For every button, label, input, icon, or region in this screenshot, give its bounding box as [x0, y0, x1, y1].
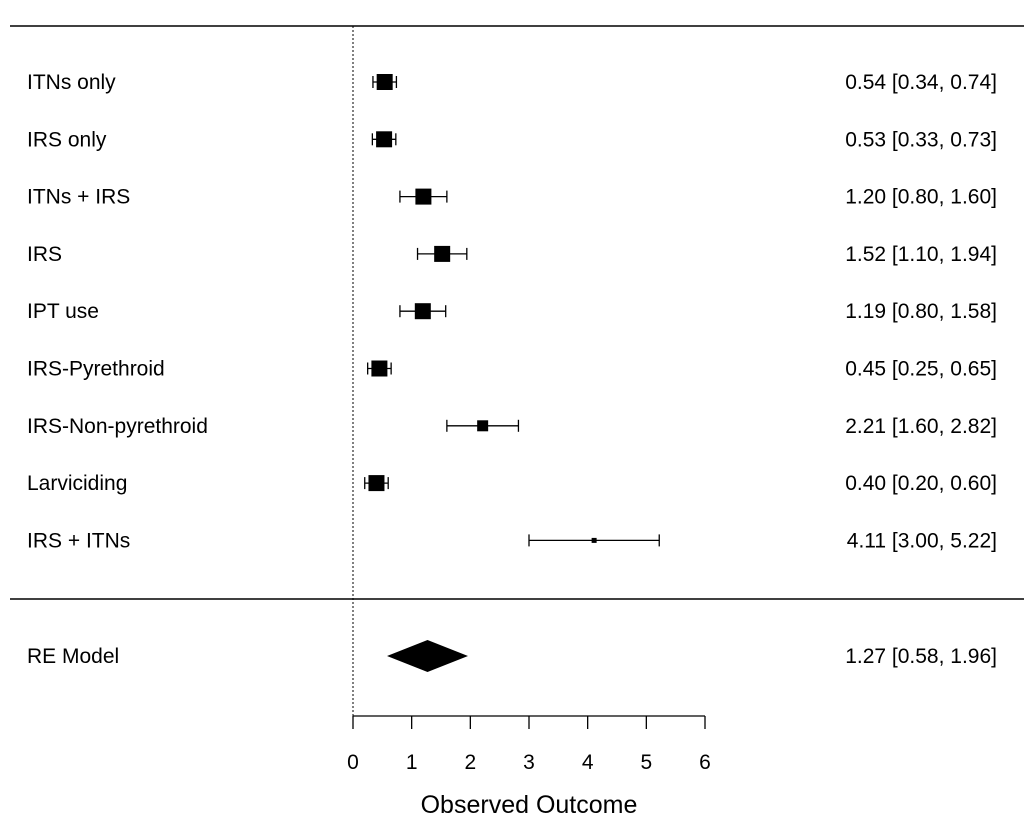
x-tick-label: 4 [582, 751, 594, 774]
x-tick-label: 0 [347, 751, 359, 774]
x-tick-label: 1 [406, 751, 418, 774]
estimate-text: 0.53 [0.33, 0.73] [845, 128, 997, 151]
x-tick-label: 2 [464, 751, 476, 774]
summary-row: RE Model 1.27 [0.58, 1.96] [27, 640, 997, 672]
study-rows: ITNs only 0.54 [0.34, 0.74] IRS only 0.53 [… [27, 71, 997, 552]
point-estimate-square [368, 475, 385, 492]
estimate-text: 4.11 [3.00, 5.22] [847, 529, 997, 552]
x-axis-title: Observed Outcome [421, 791, 638, 819]
study-label: IRS-Non-pyrethroid [27, 415, 208, 438]
x-tick-label: 5 [640, 751, 652, 774]
study-row: IRS + ITNs 4.11 [3.00, 5.22] [27, 529, 997, 552]
study-row: Larviciding 0.40 [0.20, 0.60] [27, 472, 997, 495]
x-tick-label: 6 [699, 751, 711, 774]
study-row: IRS only 0.53 [0.33, 0.73] [27, 128, 997, 151]
study-label: ITNs only [27, 71, 116, 94]
summary-diamond [387, 640, 468, 672]
study-row: IPT use 1.19 [0.80, 1.58] [27, 300, 997, 323]
study-label: ITNs + IRS [27, 186, 130, 209]
x-axis: 0 1 2 3 4 5 6 [347, 715, 711, 774]
summary-estimate-text: 1.27 [0.58, 1.96] [845, 645, 997, 668]
point-estimate-square [434, 245, 451, 262]
summary-label: RE Model [27, 645, 119, 668]
study-row: IRS 1.52 [1.10, 1.94] [27, 243, 997, 266]
point-estimate-square [415, 188, 432, 205]
estimate-text: 0.54 [0.34, 0.74] [845, 71, 997, 94]
x-tick-label: 3 [523, 751, 535, 774]
estimate-text: 1.52 [1.10, 1.94] [845, 243, 997, 266]
estimate-text: 0.40 [0.20, 0.60] [845, 472, 997, 495]
point-estimate-square [591, 537, 597, 543]
study-label: Larviciding [27, 472, 127, 495]
point-estimate-square [477, 420, 489, 432]
estimate-text: 1.19 [0.80, 1.58] [845, 300, 997, 323]
point-estimate-square [414, 303, 431, 320]
estimate-text: 0.45 [0.25, 0.65] [845, 358, 997, 381]
study-label: IRS-Pyrethroid [27, 358, 165, 381]
study-label: IRS [27, 243, 62, 266]
study-row: IRS-Pyrethroid 0.45 [0.25, 0.65] [27, 358, 997, 381]
point-estimate-square [376, 131, 393, 148]
study-label: IPT use [27, 300, 99, 323]
estimate-text: 1.20 [0.80, 1.60] [845, 186, 997, 209]
point-estimate-square [376, 74, 393, 90]
study-label: IRS only [27, 128, 107, 151]
study-label: IRS + ITNs [27, 529, 130, 552]
study-row: ITNs + IRS 1.20 [0.80, 1.60] [27, 186, 997, 209]
study-row: IRS-Non-pyrethroid 2.21 [1.60, 2.82] [27, 415, 997, 438]
estimate-text: 2.21 [1.60, 2.82] [845, 415, 997, 438]
study-row: ITNs only 0.54 [0.34, 0.74] [27, 71, 997, 94]
point-estimate-square [371, 360, 388, 377]
